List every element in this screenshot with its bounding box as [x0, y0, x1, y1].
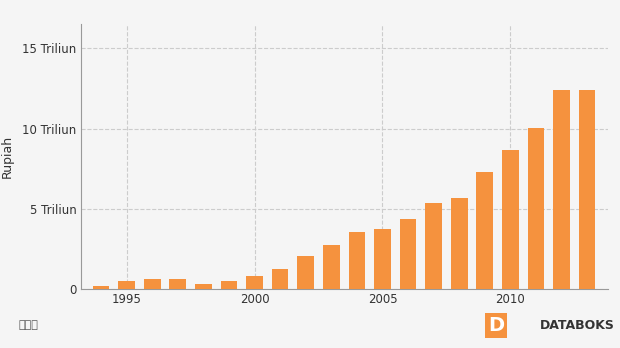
Bar: [502, 150, 519, 289]
Bar: [528, 128, 544, 289]
Bar: [195, 284, 211, 289]
Bar: [323, 245, 340, 289]
Bar: [272, 269, 288, 289]
Bar: [374, 229, 391, 289]
Y-axis label: Rupiah: Rupiah: [1, 135, 14, 178]
Bar: [348, 232, 365, 289]
Bar: [477, 172, 493, 289]
Bar: [169, 279, 186, 289]
Bar: [553, 90, 570, 289]
Bar: [400, 219, 417, 289]
Bar: [246, 276, 263, 289]
Bar: [425, 203, 442, 289]
Text: DATABOKS: DATABOKS: [539, 319, 614, 332]
Bar: [93, 286, 109, 289]
Bar: [451, 198, 467, 289]
Bar: [118, 281, 135, 289]
Bar: [579, 90, 595, 289]
Bar: [298, 256, 314, 289]
Text: ⒸⓈⒼ: ⒸⓈⒼ: [19, 321, 38, 330]
Bar: [144, 279, 161, 289]
Text: D: D: [488, 316, 504, 335]
Bar: [221, 281, 237, 289]
